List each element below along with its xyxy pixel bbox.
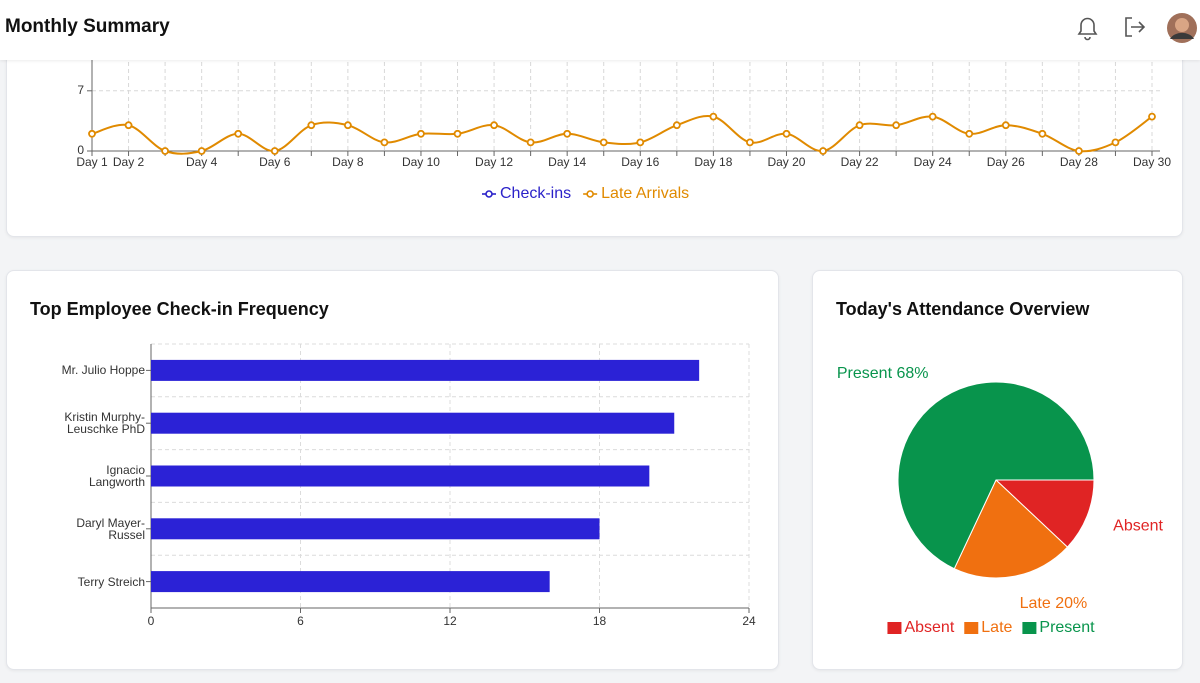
x-tick-label: Day 20 — [767, 155, 805, 169]
legend-swatch — [586, 190, 594, 198]
header-icons — [1077, 13, 1197, 43]
legend-item: Late Arrivals — [583, 185, 689, 202]
x-tick-label: 24 — [742, 614, 756, 628]
x-tick-label: Day 16 — [621, 155, 659, 169]
y-tick-label: Kristin Murphy-Leuschke PhD — [64, 410, 145, 437]
data-point — [307, 121, 316, 130]
data-point — [1111, 138, 1120, 147]
data-point — [343, 121, 352, 130]
y-tick-label: Ignacio Langworth — [88, 463, 145, 489]
legend-item: Check-ins — [482, 185, 571, 202]
data-point — [636, 138, 645, 147]
card-title: Top Employee Check-in Frequency — [30, 299, 329, 319]
data-point — [746, 138, 754, 147]
header: Monthly Summary — [0, 0, 1200, 60]
x-tick-label: 0 — [148, 614, 155, 628]
pie-slice — [994, 479, 1095, 548]
series-line — [91, 114, 1153, 155]
data-point — [161, 147, 170, 155]
data-point — [563, 129, 572, 138]
data-point — [709, 112, 718, 121]
x-tick-label: 12 — [443, 614, 457, 628]
slice-label: Absent — [1113, 518, 1163, 535]
pie-slice — [897, 381, 1095, 570]
legend-swatch — [964, 622, 979, 634]
x-tick-label: Day 30 — [1133, 155, 1171, 169]
x-tick-label: Day 2 — [113, 155, 145, 169]
data-point — [380, 138, 389, 147]
x-tick-label: Day 26 — [987, 155, 1025, 169]
data-point — [490, 121, 498, 130]
notifications-button[interactable] — [1077, 17, 1098, 41]
x-tick-label: 6 — [297, 614, 304, 628]
x-tick-label: Day 22 — [841, 155, 879, 169]
y-tick-label: 7 — [77, 83, 84, 97]
data-point — [819, 147, 827, 155]
x-tick-label: Day 8 — [332, 155, 364, 169]
legend-label: Late — [981, 619, 1012, 636]
data-point — [892, 121, 901, 130]
data-point — [1148, 112, 1156, 121]
data-point — [1074, 147, 1083, 155]
x-tick-label: Day 24 — [914, 155, 952, 169]
data-point — [672, 121, 681, 130]
page-title: Monthly Summary — [5, 16, 170, 37]
y-tick-label: Terry Streich — [77, 574, 145, 589]
pie-slice — [953, 479, 1069, 579]
x-tick-label: Day 4 — [186, 155, 218, 169]
data-point — [1001, 121, 1010, 130]
data-point — [417, 129, 425, 138]
legend-label: Absent — [904, 619, 954, 636]
x-tick-label: Day 18 — [694, 155, 732, 169]
legend-swatch — [485, 190, 493, 198]
legend-swatch — [887, 622, 902, 634]
data-point — [526, 138, 535, 147]
bar — [151, 571, 550, 593]
card-title: Today's Attendance Overview — [836, 299, 1090, 319]
bar — [151, 518, 600, 540]
x-tick-label: Day 12 — [475, 155, 513, 169]
x-tick-label: Day 28 — [1060, 155, 1098, 169]
x-tick-label: Day 1 — [76, 155, 108, 169]
data-point — [88, 129, 96, 138]
data-point — [1038, 129, 1047, 138]
data-point — [928, 112, 937, 121]
legend-label: Check-ins — [500, 185, 571, 202]
user-avatar[interactable] — [1167, 13, 1197, 43]
bar — [151, 465, 650, 487]
data-point — [855, 121, 864, 130]
x-tick-label: Day 6 — [259, 155, 291, 169]
data-point — [453, 129, 462, 138]
x-tick-label: 18 — [593, 614, 607, 628]
data-point — [270, 147, 279, 155]
x-tick-label: Day 14 — [548, 155, 586, 169]
logout-button[interactable] — [1125, 17, 1146, 37]
data-point — [234, 129, 243, 138]
data-point — [124, 121, 133, 130]
slice-label: Present 68% — [837, 365, 929, 382]
slice-label: Late 20% — [1020, 595, 1088, 612]
data-point — [599, 138, 608, 147]
legend: Absent Late Present — [887, 619, 1095, 636]
y-tick-label: Mr. Julio Hoppe — [61, 363, 145, 378]
legend-label: Late Arrivals — [601, 185, 689, 202]
legend-swatch — [1022, 622, 1037, 634]
y-tick-label: 0 — [77, 143, 84, 157]
bar — [151, 412, 675, 434]
legend-label: Present — [1039, 619, 1095, 636]
data-point — [965, 129, 974, 138]
bar — [151, 359, 700, 381]
data-point — [782, 129, 791, 138]
y-tick-label: Daryl Mayer-Russel — [76, 515, 145, 542]
x-tick-label: Day 10 — [402, 155, 440, 169]
data-point — [197, 147, 206, 155]
